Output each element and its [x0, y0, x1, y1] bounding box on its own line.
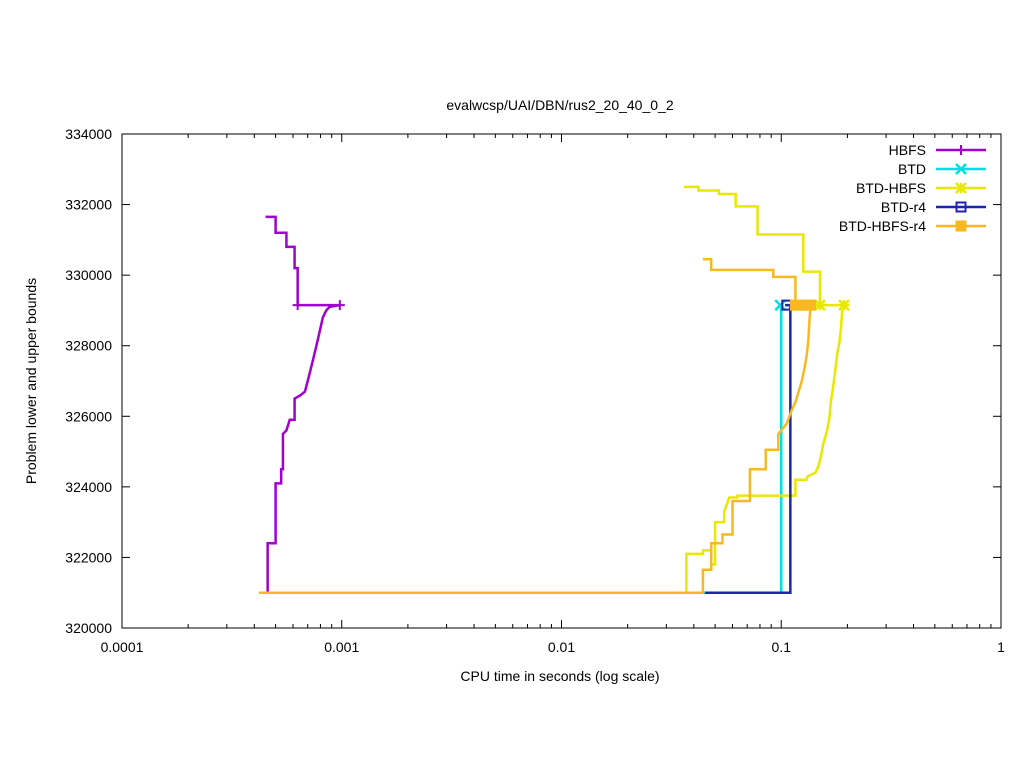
- y-tick-label: 328000: [65, 338, 112, 354]
- series-hbfs: [265, 215, 345, 593]
- legend-label: BTD-HBFS: [856, 180, 926, 196]
- series-btd-hbfs-point-shape: [838, 299, 850, 312]
- y-axis-label: Problem lower and upper bounds: [23, 278, 39, 484]
- series-hbfs-point-shape: [292, 300, 303, 311]
- series-btd-point-shape: [774, 299, 787, 312]
- legend-label: BTD-r4: [881, 199, 926, 215]
- series-btd-hbfs-upper-line: [683, 185, 844, 307]
- x-tick-label: 0.001: [324, 639, 359, 655]
- legend-entry-hbfs: HBFS: [889, 142, 986, 158]
- legend-swatch-marker: [955, 201, 967, 213]
- series-btd-hbfs-point: [838, 299, 850, 312]
- legend-swatch-marker-shape: [955, 220, 967, 232]
- legend-label: BTD-HBFS-r4: [839, 218, 926, 234]
- legend-swatch-marker: [955, 220, 967, 232]
- series-hbfs-point: [292, 300, 303, 311]
- legend-swatch-marker-shape: [956, 145, 966, 155]
- series-btd-r4-lower-line: [705, 303, 792, 594]
- x-tick-label: 0.0001: [101, 639, 144, 655]
- y-tick-label: 332000: [65, 197, 112, 213]
- legend-entry-btd-hbfs: BTD-HBFS: [856, 180, 986, 196]
- x-tick-label: 1: [997, 639, 1005, 655]
- legend-swatch-marker-shape: [955, 163, 967, 175]
- legend-entry-btd-r4: BTD-r4: [881, 199, 986, 215]
- y-tick-label: 326000: [65, 408, 112, 424]
- series-hbfs-point-shape: [334, 300, 345, 311]
- legend-entry-btd-hbfs-r4: BTD-HBFS-r4: [839, 218, 986, 234]
- y-tick-label: 322000: [65, 549, 112, 565]
- legend-swatch-marker: [956, 145, 966, 155]
- x-tick-label: 0.1: [772, 639, 792, 655]
- legend-swatch-marker: [955, 163, 967, 175]
- series-hbfs-upper-line: [265, 215, 340, 307]
- series-btd-hbfs-r4-lower-line: [258, 305, 812, 594]
- legend-swatch-marker-shape: [955, 201, 967, 213]
- y-tick-label: 320000: [65, 620, 112, 636]
- y-tick-label: 324000: [65, 479, 112, 495]
- series-btd-hbfs-r4-point: [805, 299, 817, 311]
- y-tick-label: 334000: [65, 126, 112, 142]
- legend-swatch-marker: [955, 182, 967, 194]
- legend-label: HBFS: [889, 142, 926, 158]
- series-hbfs-point: [334, 300, 345, 311]
- series-btd-point: [774, 299, 787, 312]
- legend: HBFS BTD BTD-HBFS BTD-r4 BTD-HBFS-r4: [839, 142, 986, 234]
- legend-entry-btd: BTD: [898, 161, 986, 177]
- axes: 320000 322000 324000 326000 328000 330000 3320…: [65, 126, 1005, 655]
- plot-area: [258, 185, 850, 594]
- x-axis-label: CPU time in seconds (log scale): [460, 668, 659, 684]
- legend-swatch-marker-shape: [955, 182, 967, 194]
- x-tick-label: 0.01: [548, 639, 575, 655]
- series-btd-hbfs-point-shape: [814, 299, 826, 312]
- legend-label: BTD: [898, 161, 926, 177]
- series-btd-hbfs-r4-point-shape: [805, 299, 817, 311]
- series-btd-hbfs-point: [814, 299, 826, 312]
- y-tick-label: 330000: [65, 267, 112, 283]
- chart-title: evalwcsp/UAI/DBN/rus2_20_40_0_2: [446, 97, 673, 113]
- series-hbfs-lower-line: [266, 303, 341, 593]
- series-btd-hbfs-r4: [258, 258, 817, 594]
